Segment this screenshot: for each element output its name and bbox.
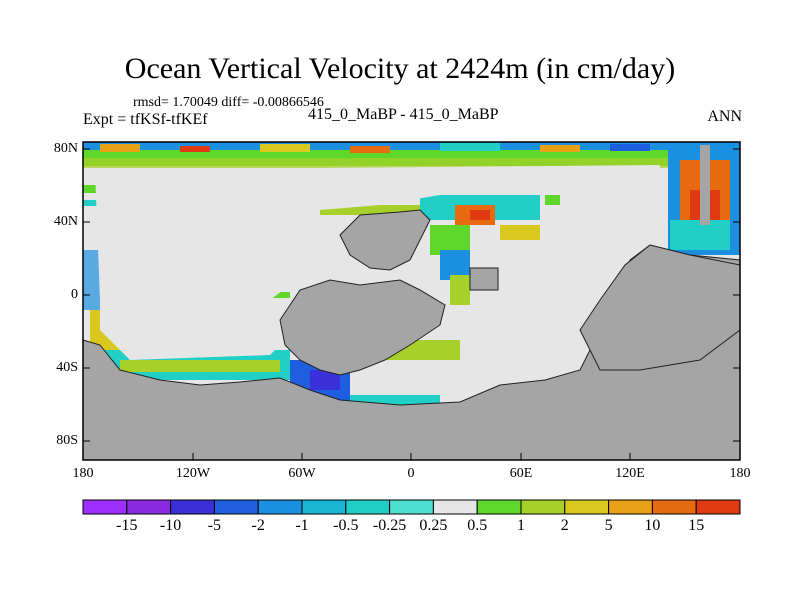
land-masses xyxy=(82,209,741,461)
colorbar-box xyxy=(695,499,741,515)
lat-label-80s: 80S xyxy=(56,433,78,448)
colorbar-box xyxy=(301,499,347,515)
lon-label-60w: 60W xyxy=(288,466,316,481)
map-title: Ocean Vertical Velocity at 2424m (in cm/… xyxy=(124,52,676,85)
axis-ticks xyxy=(82,148,741,460)
colorbar-box xyxy=(432,499,478,515)
colorbar-tick-label: 15 xyxy=(688,517,705,534)
colorbar-tick-label: 0.5 xyxy=(467,517,488,534)
lon-label-180w: 180 xyxy=(72,466,94,481)
expt-label: Expt = tfKSf-tfKEf xyxy=(83,111,208,128)
neutral-ocean xyxy=(95,165,665,385)
colorbar-box xyxy=(651,499,697,515)
colorbar-tick-label: 0.25 xyxy=(419,517,448,534)
colorbar xyxy=(82,499,741,515)
lat-label-40s: 40S xyxy=(56,360,78,375)
colorbar-tick-label: -5 xyxy=(207,517,222,534)
colorbar-box xyxy=(126,499,172,515)
lat-label-0: 0 xyxy=(71,287,78,302)
colorbar-box xyxy=(213,499,259,515)
colorbar-tick-label: -2 xyxy=(251,517,265,534)
colorbar-tick-label: 10 xyxy=(644,517,661,534)
colorbar-tick-label: -1 xyxy=(295,517,309,534)
lon-label-60e: 60E xyxy=(509,466,533,481)
season-label: ANN xyxy=(707,108,742,125)
lon-label-180e: 180 xyxy=(729,466,751,481)
colorbar-tick-label: 5 xyxy=(604,517,613,534)
colorbar-tick-label: -0.5 xyxy=(333,517,359,534)
colorbar-box xyxy=(82,499,128,515)
colorbar-box xyxy=(608,499,653,515)
colorbar-box xyxy=(257,499,303,515)
colorbar-tick-label: 1 xyxy=(517,517,525,534)
colorbar-box xyxy=(564,499,610,515)
colorbar-box xyxy=(345,499,391,515)
case-label: 415_0_MaBP - 415_0_MaBP xyxy=(308,106,499,123)
colorbar-tick-label: -0.25 xyxy=(372,517,407,534)
lat-label-80n: 80N xyxy=(53,141,78,156)
lat-label-40n: 40N xyxy=(53,214,78,229)
colorbar-tick-label: -10 xyxy=(159,517,182,534)
colorbar-box xyxy=(476,499,522,515)
colorbar-tick-label: 2 xyxy=(560,517,569,534)
colorbar-box xyxy=(170,499,215,515)
colorbar-box xyxy=(520,499,566,515)
colorbar-tick-label: -15 xyxy=(116,517,138,534)
lon-label-120w: 120W xyxy=(175,466,211,481)
velocity-field xyxy=(83,142,740,407)
lon-label-0: 0 xyxy=(407,466,415,481)
lon-label-120e: 120E xyxy=(615,466,645,481)
colorbar-box xyxy=(389,499,434,515)
stats-line: rmsd= 1.70049 diff= -0.00866546 xyxy=(133,95,324,110)
